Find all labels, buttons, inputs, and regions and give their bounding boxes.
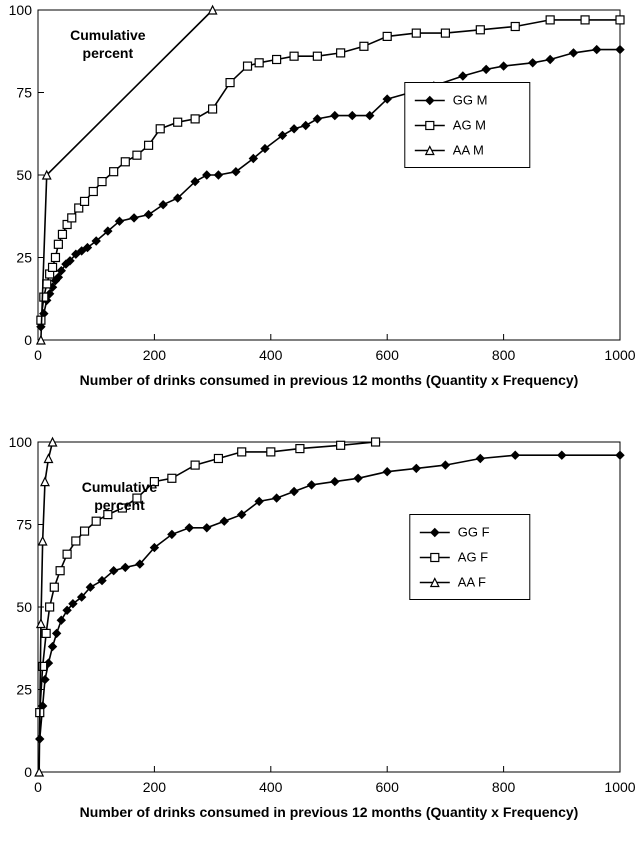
x-tick-label: 200 bbox=[143, 347, 167, 363]
series-marker bbox=[72, 537, 80, 545]
x-tick-label: 1000 bbox=[604, 347, 635, 363]
series-marker bbox=[412, 29, 420, 37]
legend-item-label: GG M bbox=[453, 93, 488, 108]
series-marker bbox=[58, 230, 66, 238]
y-tick-label: 50 bbox=[16, 167, 32, 183]
series-marker bbox=[156, 125, 164, 133]
x-tick-label: 800 bbox=[492, 347, 516, 363]
series-marker bbox=[54, 240, 62, 248]
series-marker bbox=[98, 178, 106, 186]
x-tick-label: 800 bbox=[492, 779, 516, 795]
series-marker bbox=[191, 115, 199, 123]
legend: GG M AG M AA M bbox=[405, 83, 530, 168]
series-marker bbox=[49, 263, 57, 271]
series-marker bbox=[383, 32, 391, 40]
legend-item-label: AG M bbox=[453, 118, 486, 133]
cumulative-percent-label: percent bbox=[94, 497, 145, 513]
series-marker bbox=[337, 441, 345, 449]
bottom-chart-panel: 025507510002004006008001000Cumulativeper… bbox=[0, 432, 640, 852]
series-marker bbox=[267, 448, 275, 456]
series-marker bbox=[511, 23, 519, 31]
cumulative-percent-label: Cumulative bbox=[70, 27, 146, 43]
legend-item-label: AA F bbox=[458, 575, 486, 590]
series-marker bbox=[46, 603, 54, 611]
series-marker bbox=[226, 79, 234, 87]
series-marker bbox=[174, 118, 182, 126]
series-marker bbox=[255, 59, 263, 67]
series-marker bbox=[360, 42, 368, 50]
series-marker bbox=[43, 280, 51, 288]
page: 025507510002004006008001000Cumulativeper… bbox=[0, 0, 640, 852]
series-marker bbox=[121, 158, 129, 166]
legend-item-label: AA M bbox=[453, 143, 484, 158]
series-marker bbox=[209, 105, 217, 113]
series-marker bbox=[290, 52, 298, 60]
y-tick-label: 100 bbox=[9, 434, 33, 450]
legend-item-label: AG F bbox=[458, 550, 488, 565]
cumulative-percent-label: percent bbox=[83, 45, 134, 61]
x-axis-label: Number of drinks consumed in previous 12… bbox=[80, 804, 579, 820]
series-marker bbox=[81, 197, 89, 205]
x-tick-label: 600 bbox=[376, 347, 400, 363]
y-tick-label: 50 bbox=[16, 599, 32, 615]
top-chart-panel: 025507510002004006008001000Cumulativeper… bbox=[0, 0, 640, 420]
series-marker bbox=[68, 214, 76, 222]
x-axis-label: Number of drinks consumed in previous 12… bbox=[80, 372, 579, 388]
series-marker bbox=[337, 49, 345, 57]
series-marker bbox=[40, 293, 48, 301]
series-marker bbox=[372, 438, 380, 446]
x-tick-label: 200 bbox=[143, 779, 167, 795]
series-marker bbox=[51, 254, 59, 262]
series-marker bbox=[81, 527, 89, 535]
y-tick-label: 75 bbox=[16, 85, 32, 101]
series-marker bbox=[476, 26, 484, 34]
y-tick-label: 100 bbox=[9, 2, 33, 18]
series-marker bbox=[238, 448, 246, 456]
series-marker bbox=[110, 168, 118, 176]
y-tick-label: 25 bbox=[16, 250, 32, 266]
cumulative-percent-label: Cumulative bbox=[82, 479, 158, 495]
series-marker bbox=[313, 52, 321, 60]
series-marker bbox=[441, 29, 449, 37]
series-marker bbox=[145, 141, 153, 149]
series-marker bbox=[168, 474, 176, 482]
x-tick-label: 600 bbox=[376, 779, 400, 795]
series-marker bbox=[63, 550, 71, 558]
series-marker bbox=[273, 56, 281, 64]
series-marker bbox=[92, 517, 100, 525]
series-marker bbox=[42, 629, 50, 637]
series-marker bbox=[50, 583, 58, 591]
y-tick-label: 0 bbox=[24, 764, 32, 780]
legend-item-label: GG F bbox=[458, 525, 490, 540]
series-marker bbox=[244, 62, 252, 70]
series-marker bbox=[546, 16, 554, 24]
x-tick-label: 400 bbox=[259, 347, 283, 363]
x-tick-label: 0 bbox=[34, 779, 42, 795]
series-marker bbox=[133, 151, 141, 159]
series-marker bbox=[56, 567, 64, 575]
series-marker bbox=[616, 16, 624, 24]
series-marker bbox=[581, 16, 589, 24]
y-tick-label: 0 bbox=[24, 332, 32, 348]
series-marker bbox=[191, 461, 199, 469]
series-marker bbox=[296, 445, 304, 453]
y-tick-label: 25 bbox=[16, 682, 32, 698]
x-tick-label: 0 bbox=[34, 347, 42, 363]
series-marker bbox=[89, 188, 97, 196]
legend: GG F AG F AA F bbox=[410, 515, 530, 600]
y-tick-label: 75 bbox=[16, 517, 32, 533]
series-marker bbox=[214, 455, 222, 463]
x-tick-label: 400 bbox=[259, 779, 283, 795]
x-tick-label: 1000 bbox=[604, 779, 635, 795]
